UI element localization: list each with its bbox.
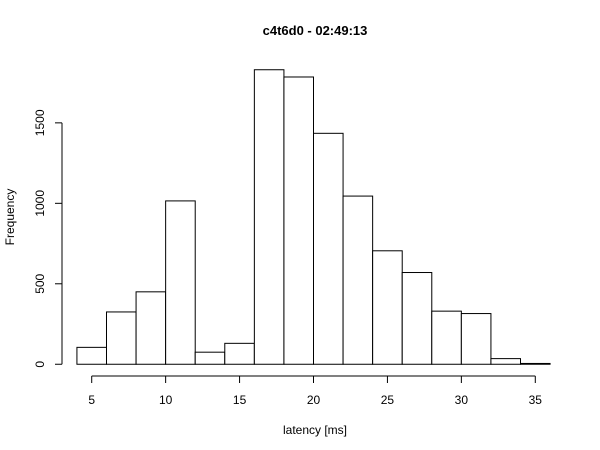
bar — [460, 313, 492, 365]
bar — [401, 272, 433, 365]
x-tick-label: 10 — [159, 393, 173, 407]
bar — [253, 69, 285, 365]
bar — [105, 311, 137, 365]
y-tick-label: 1000 — [33, 190, 47, 217]
x-tick-label: 20 — [307, 393, 321, 407]
bar — [431, 310, 462, 365]
bar — [76, 346, 107, 365]
y-axis-label: Frequency — [3, 189, 17, 246]
chart-title: c4t6d0 - 02:49:13 — [263, 23, 368, 38]
x-tick-label: 5 — [88, 393, 95, 407]
bar — [194, 351, 226, 365]
x-tick-label: 30 — [455, 393, 469, 407]
bar — [283, 76, 315, 365]
y-tick-label: 0 — [33, 361, 47, 368]
bar — [490, 358, 522, 365]
x-tick-label: 25 — [381, 393, 395, 407]
bar — [342, 195, 374, 365]
bar — [520, 362, 551, 365]
x-tick-label: 15 — [233, 393, 247, 407]
bar — [224, 342, 255, 365]
x-tick-label: 35 — [529, 393, 543, 407]
bar — [135, 291, 167, 365]
bar — [372, 250, 403, 365]
bar — [313, 132, 344, 365]
bar — [165, 200, 196, 365]
y-tick-label: 500 — [33, 273, 47, 293]
y-tick-label: 1500 — [33, 109, 47, 136]
x-axis-label: latency [ms] — [283, 423, 347, 437]
